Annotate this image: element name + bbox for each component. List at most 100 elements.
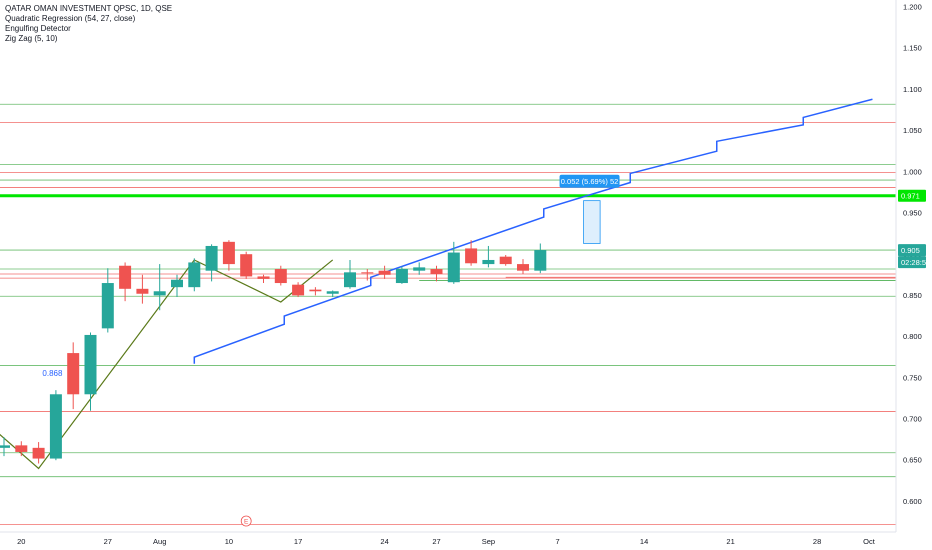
candle [257,274,270,284]
candle-body [447,252,460,283]
candle [84,332,97,411]
candle [361,269,374,281]
candle-body [413,267,426,271]
candle-body [84,334,97,395]
time-tick-label: 17 [294,537,302,546]
price-tick-label: 0.950 [903,209,922,218]
time-tick-label: 27 [104,537,112,546]
engulfing-marker [240,515,252,527]
time-tick-label: 27 [432,537,440,546]
candle-body [222,241,235,265]
candle-body [119,265,132,289]
candle-body [15,445,28,452]
candle-body [188,262,201,288]
candle-body [32,447,45,459]
candle-body [171,279,183,288]
price-tick-label: 1.200 [903,3,922,12]
price-tick-label: 0.750 [903,373,922,382]
candle [15,441,28,457]
indicator-zigzag[interactable]: Zig Zag (5, 10) [5,34,58,43]
candle [482,245,495,268]
time-tick-label: 10 [225,537,233,546]
candle-body [499,256,512,265]
price-tick-label: 0.600 [903,497,922,506]
countdown-tag: 02:28:59 [901,258,930,267]
chart-legend: QATAR OMAN INVESTMENT QPSC, 1D, QSE Quad… [5,4,172,44]
countdown-tag-box [898,256,926,269]
candle-body [153,291,166,296]
candlesticks [0,240,547,464]
candle [326,290,339,298]
bold-level-tag: 0.971 [901,191,920,200]
price-tick-label: 1.000 [903,167,922,176]
candle [153,264,166,311]
candle [344,259,356,289]
regression-path [193,98,873,364]
time-axis[interactable]: 20 27 Aug 10 17 24 27 Sep 7 14 21 28 Oct [17,537,876,546]
price-axis[interactable]: 1.2001.1501.1001.0501.0000.9500.9000.850… [903,3,922,506]
candle [292,282,305,298]
candle-body [49,394,62,459]
candle [534,243,547,274]
time-axis-background[interactable] [0,532,932,550]
candle [465,240,478,266]
candle [222,240,235,271]
price-range-measure[interactable]: 0.052 (5.69%) 52 [559,174,620,244]
candle [32,442,45,464]
candle [413,262,426,275]
candle-body [205,245,218,271]
price-tick-label: 0.850 [903,291,922,300]
indicator-engulfing-detector[interactable]: Engulfing Detector [5,24,71,33]
candle [136,274,149,304]
candle [499,255,512,266]
time-tick-label: Oct [863,537,876,546]
candle-body [136,288,149,294]
measure-label: 0.052 (5.69%) 52 [561,177,619,186]
price-tick-label: 1.100 [903,85,922,94]
last-price-tag: 0.905 [901,246,920,255]
time-tick-label: 24 [380,537,388,546]
candle [119,262,132,302]
candle [517,259,529,274]
candle-body [240,254,253,277]
candle-body [395,269,408,284]
price-tick-label: 1.150 [903,44,922,53]
candle-body [378,270,391,275]
candle [240,251,253,279]
measure-box [583,200,601,244]
price-tick-label: 0.700 [903,415,922,424]
time-tick-label: 21 [726,537,734,546]
candle [309,287,322,296]
candle-body [0,445,10,448]
horizontal-levels [0,103,896,525]
candle [101,268,114,333]
candle [274,265,287,286]
candle-body [309,289,322,292]
quadratic-regression-line [193,98,873,364]
time-tick-label: 7 [556,537,560,546]
candle [395,266,408,284]
price-tick-label: 0.650 [903,456,922,465]
indicator-quadratic-regression[interactable]: Quadratic Regression (54, 27, close) [5,14,136,23]
price-tick-label: 1.050 [903,126,922,135]
candle [49,390,62,461]
last-price-tag-box [898,244,926,257]
candle-body [430,269,443,274]
symbol-title[interactable]: QATAR OMAN INVESTMENT QPSC, 1D, QSE [5,4,173,13]
candle [188,258,201,292]
candle [171,274,183,298]
candle-body [257,276,270,279]
candle [0,437,10,457]
candle-body [361,272,374,274]
time-tick-label: 14 [640,537,648,546]
price-tick-label: 0.800 [903,332,922,341]
candle-body [67,353,80,395]
candle-body [517,264,529,271]
candle [447,241,460,284]
candle-body [344,272,356,288]
candle-body [465,248,478,264]
time-tick-label: Sep [482,537,495,546]
candle [430,265,443,282]
time-tick-label: 20 [17,537,25,546]
